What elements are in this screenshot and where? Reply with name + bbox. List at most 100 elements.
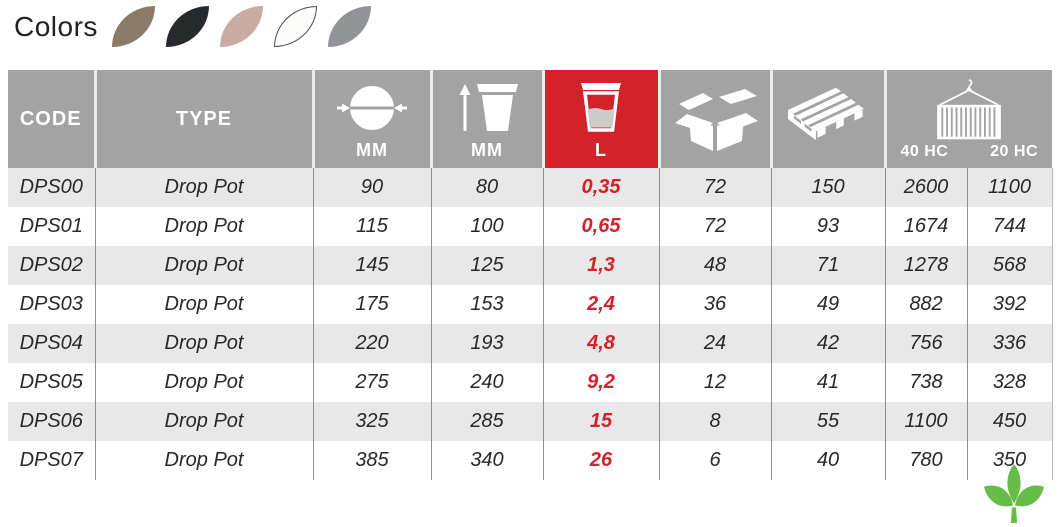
header-volume: L	[541, 70, 659, 168]
cell-type: Drop Pot	[94, 324, 313, 363]
table-row: DPS04 Drop Pot 220 193 4,8 24 42 756 336	[8, 324, 1053, 363]
cell-height: 153	[430, 285, 543, 324]
table-row: DPS02 Drop Pot 145 125 1,3 48 71 1278 56…	[8, 246, 1053, 285]
header-pallet	[769, 70, 885, 168]
volume-unit-label: L	[595, 140, 607, 160]
cell-per-box: 48	[658, 246, 771, 285]
container-40hc-label: 40 HC	[900, 143, 949, 160]
cell-40hc: 1674	[884, 207, 967, 246]
color-swatches	[111, 6, 371, 47]
cell-code: DPS01	[19, 215, 83, 237]
cell-type: Drop Pot	[94, 168, 313, 207]
cell-per-pallet: 93	[770, 207, 885, 246]
cell-volume: 1,3	[542, 246, 659, 285]
diameter-icon	[337, 70, 407, 140]
cell-per-box: 12	[658, 363, 771, 402]
header-container: 40 HC 20 HC	[883, 70, 1053, 168]
cell-20hc: 744	[966, 207, 1053, 246]
cell-per-pallet: 40	[770, 441, 885, 480]
leaf-swatch-black	[165, 6, 209, 47]
cell-20hc: 568	[966, 246, 1053, 285]
cell-per-box: 36	[658, 285, 771, 324]
cell-diameter: 325	[312, 402, 431, 441]
container-size-labels: 40 HC 20 HC	[887, 143, 1053, 168]
cell-20hc: 450	[966, 402, 1053, 441]
cell-height: 285	[430, 402, 543, 441]
cell-volume: 4,8	[542, 324, 659, 363]
cell-per-pallet: 71	[770, 246, 885, 285]
cell-per-box: 6	[658, 441, 771, 480]
cell-per-pallet: 150	[770, 168, 885, 207]
pallet-icon	[780, 84, 876, 155]
header-code: CODE	[8, 70, 95, 168]
cell-code: DPS05	[19, 371, 83, 393]
table-row: DPS00 Drop Pot 90 80 0,35 72 150 2600 11…	[8, 168, 1053, 207]
cell-40hc: 756	[884, 324, 967, 363]
height-unit-label: MM	[471, 140, 503, 160]
cell-volume: 26	[542, 441, 659, 480]
cell-volume: 2,4	[542, 285, 659, 324]
cell-code: DPS00	[19, 176, 83, 198]
container-20hc-label: 20 HC	[990, 143, 1038, 160]
box-icon	[667, 82, 763, 157]
header-code-label: CODE	[19, 107, 82, 130]
cell-diameter: 385	[312, 441, 431, 480]
cell-code: DPS07	[19, 449, 83, 471]
cell-height: 340	[430, 441, 543, 480]
cell-diameter: 275	[312, 363, 431, 402]
cell-per-pallet: 42	[770, 324, 885, 363]
cell-20hc: 392	[966, 285, 1053, 324]
cell-diameter: 90	[312, 168, 431, 207]
cell-diameter: 145	[312, 246, 431, 285]
header-height: MM	[429, 70, 543, 168]
cell-diameter: 175	[312, 285, 431, 324]
cell-code: DPS03	[19, 293, 83, 315]
table-row: DPS06 Drop Pot 325 285 15 8 55 1100 450	[8, 402, 1053, 441]
header-type: TYPE	[93, 70, 313, 168]
cell-volume: 9,2	[542, 363, 659, 402]
cell-volume: 15	[542, 402, 659, 441]
cell-per-pallet: 55	[770, 402, 885, 441]
cell-code: DPS04	[19, 332, 83, 354]
cell-height: 100	[430, 207, 543, 246]
cell-40hc: 1278	[884, 246, 967, 285]
cell-per-box: 72	[658, 207, 771, 246]
header-type-label: TYPE	[175, 107, 233, 130]
plant-icon	[982, 464, 1046, 527]
cell-volume: 0,35	[542, 168, 659, 207]
cell-40hc: 882	[884, 285, 967, 324]
cell-height: 125	[430, 246, 543, 285]
cell-volume: 0,65	[542, 207, 659, 246]
header-diameter: MM	[311, 70, 431, 168]
cell-diameter: 115	[312, 207, 431, 246]
cell-type: Drop Pot	[94, 285, 313, 324]
header-box	[657, 70, 771, 168]
leaf-swatch-gray	[327, 6, 371, 47]
leaf-swatch-rose	[219, 6, 263, 47]
cell-type: Drop Pot	[94, 363, 313, 402]
cell-20hc: 1100	[966, 168, 1053, 207]
cell-diameter: 220	[312, 324, 431, 363]
cell-height: 240	[430, 363, 543, 402]
cell-code: DPS02	[19, 254, 83, 276]
table-row: DPS05 Drop Pot 275 240 9,2 12 41 738 328	[8, 363, 1053, 402]
header-row: CODE TYPE	[8, 70, 1052, 168]
table-row: DPS03 Drop Pot 175 153 2,4 36 49 882 392	[8, 285, 1053, 324]
cell-20hc: 328	[966, 363, 1053, 402]
leaf-swatch-taupe	[111, 6, 155, 47]
cell-per-pallet: 49	[770, 285, 885, 324]
cell-code: DPS06	[19, 410, 83, 432]
cell-20hc: 336	[966, 324, 1053, 363]
leaf-swatch-white	[273, 6, 317, 47]
container-icon	[919, 70, 1019, 143]
spec-table: CODE TYPE	[8, 70, 1053, 480]
cell-40hc: 780	[884, 441, 967, 480]
table-row: DPS07 Drop Pot 385 340 26 6 40 780 350	[8, 441, 1053, 480]
pot-volume-icon	[573, 70, 629, 140]
pot-height-icon	[456, 70, 518, 140]
cell-type: Drop Pot	[94, 402, 313, 441]
cell-height: 80	[430, 168, 543, 207]
colors-section: Colors	[14, 6, 371, 47]
cell-type: Drop Pot	[94, 246, 313, 285]
